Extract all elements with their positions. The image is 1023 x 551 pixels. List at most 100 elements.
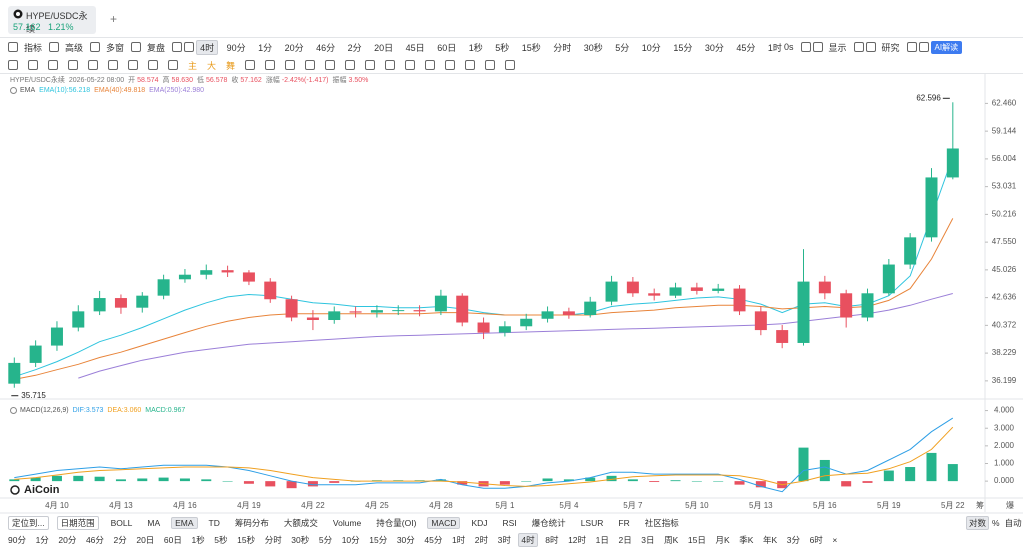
tool-button[interactable]: 多窗 xyxy=(106,42,125,53)
tool-icon[interactable] xyxy=(49,42,60,52)
tool-icon[interactable] xyxy=(385,60,396,70)
interval-button[interactable]: 1日 xyxy=(595,535,609,545)
interval-button[interactable]: 2分 xyxy=(113,535,127,545)
tool-icon[interactable] xyxy=(918,42,929,52)
interval-button[interactable]: 季K xyxy=(739,535,754,545)
tool-icon[interactable] xyxy=(305,60,316,70)
interval-button[interactable]: 5分 xyxy=(615,42,630,53)
layout-icon[interactable] xyxy=(172,42,183,52)
tool-icon[interactable] xyxy=(285,60,296,70)
interval-button[interactable]: 45分 xyxy=(424,535,443,545)
indicator-button[interactable]: 筹码分布 xyxy=(234,518,269,528)
tool-icon[interactable] xyxy=(68,60,78,70)
drawing-label[interactable]: 大 xyxy=(207,60,217,71)
interval-button[interactable]: 10分 xyxy=(341,535,360,545)
tool-icon[interactable] xyxy=(148,60,158,70)
tool-icon[interactable] xyxy=(168,60,178,70)
interval-button[interactable]: 1秒 xyxy=(191,535,205,545)
tool-icon[interactable] xyxy=(853,42,864,52)
interval-button[interactable]: 1秒 xyxy=(468,42,483,53)
indicator-button[interactable]: 爆仓统计 xyxy=(531,518,566,528)
indicator-button[interactable]: 社区指标 xyxy=(644,518,679,528)
interval-button[interactable]: 30分 xyxy=(396,535,415,545)
interval-button[interactable]: 90分 xyxy=(8,535,26,545)
toolbar-right-button[interactable]: 显示 xyxy=(828,42,847,53)
interval-button[interactable]: 5秒 xyxy=(214,535,228,545)
interval-button[interactable]: 8时 xyxy=(545,535,559,545)
indicator-button[interactable]: LSUR xyxy=(580,518,604,528)
scale-button[interactable]: 自动 xyxy=(1004,518,1022,528)
interval-button[interactable]: 2分 xyxy=(347,42,362,53)
interval-button[interactable]: × xyxy=(832,535,838,545)
range-button[interactable]: 日期范围 xyxy=(56,516,99,530)
tool-icon[interactable] xyxy=(325,60,336,70)
interval-button[interactable]: 1分 xyxy=(258,42,273,53)
tool-button[interactable]: 指标 xyxy=(24,42,43,53)
interval-button[interactable]: 15分 xyxy=(673,42,693,53)
tool-icon[interactable] xyxy=(345,60,356,70)
indicator-button[interactable]: RSI xyxy=(502,518,517,528)
interval-button[interactable]: 5分 xyxy=(318,535,333,545)
indicator-button[interactable]: 大额成交 xyxy=(283,518,318,528)
symbol-tab[interactable]: HYPE/USDC永续 57.162 1.21% xyxy=(8,6,96,34)
indicator-button[interactable]: 持仓量(OI) xyxy=(376,518,417,528)
tool-icon[interactable] xyxy=(906,42,917,52)
interval-button[interactable]: 1分 xyxy=(35,535,49,545)
scale-button[interactable]: 对数 xyxy=(966,516,990,530)
layout-icon[interactable] xyxy=(184,42,195,52)
tool-icon[interactable] xyxy=(425,60,436,70)
interval-button[interactable]: 4时 xyxy=(518,533,538,547)
tool-icon[interactable] xyxy=(405,60,416,70)
interval-button[interactable]: 3分 xyxy=(786,535,800,545)
interval-button[interactable]: 1时 xyxy=(767,42,782,53)
indicator-button[interactable]: BOLL xyxy=(110,518,133,528)
interval-button[interactable]: 3日 xyxy=(641,535,655,545)
interval-button[interactable]: 2日 xyxy=(618,535,632,545)
tool-icon[interactable] xyxy=(88,60,98,70)
interval-button[interactable]: 30分 xyxy=(704,42,724,53)
toolbar-right-button[interactable]: 0s xyxy=(784,42,794,52)
tool-icon[interactable] xyxy=(245,60,256,70)
indicator-button[interactable]: TD xyxy=(208,518,220,528)
interval-button[interactable]: 4时 xyxy=(196,39,219,55)
interval-button[interactable]: 月K xyxy=(715,535,730,545)
indicator-button[interactable]: FR xyxy=(618,518,630,528)
tool-icon[interactable] xyxy=(108,60,118,70)
ai-button[interactable]: AI解读 xyxy=(930,40,963,54)
interval-button[interactable]: 3时 xyxy=(497,535,511,545)
tool-icon[interactable] xyxy=(128,60,138,70)
tool-icon[interactable] xyxy=(812,42,823,52)
tool-icon[interactable] xyxy=(445,60,456,70)
toolbar-right-button[interactable]: 研究 xyxy=(881,42,900,53)
interval-button[interactable]: 年K xyxy=(762,535,778,545)
tool-icon[interactable] xyxy=(865,42,876,52)
tool-icon[interactable] xyxy=(505,60,516,70)
interval-button[interactable]: 分时 xyxy=(553,42,572,53)
interval-button[interactable]: 46分 xyxy=(85,535,104,545)
indicator-button[interactable]: MACD xyxy=(427,517,461,529)
indicator-button[interactable]: EMA xyxy=(171,517,198,529)
tool-icon[interactable] xyxy=(365,60,376,70)
interval-button[interactable]: 46分 xyxy=(316,42,336,53)
tool-icon[interactable] xyxy=(90,42,101,52)
interval-button[interactable]: 20日 xyxy=(374,42,394,53)
interval-button[interactable]: 10分 xyxy=(641,42,661,53)
drawing-label[interactable]: 主 xyxy=(188,60,198,71)
interval-button[interactable]: 45分 xyxy=(736,42,756,53)
tool-button[interactable]: 高级 xyxy=(65,42,84,53)
interval-button[interactable]: 15秒 xyxy=(521,42,541,53)
interval-button[interactable]: 15秒 xyxy=(237,535,256,545)
tool-icon[interactable] xyxy=(8,60,18,70)
tool-icon[interactable] xyxy=(800,42,811,52)
interval-button[interactable]: 60日 xyxy=(437,42,457,53)
interval-button[interactable]: 30秒 xyxy=(291,535,310,545)
interval-button[interactable]: 周K xyxy=(664,535,679,545)
interval-button[interactable]: 12时 xyxy=(568,535,587,545)
interval-button[interactable]: 30秒 xyxy=(583,42,603,53)
indicator-button[interactable]: MA xyxy=(147,518,161,528)
tool-icon[interactable] xyxy=(131,42,142,52)
interval-button[interactable]: 5秒 xyxy=(495,42,510,53)
tool-icon[interactable] xyxy=(48,60,58,70)
tool-icon[interactable] xyxy=(8,42,18,52)
interval-button[interactable]: 20日 xyxy=(136,535,155,545)
